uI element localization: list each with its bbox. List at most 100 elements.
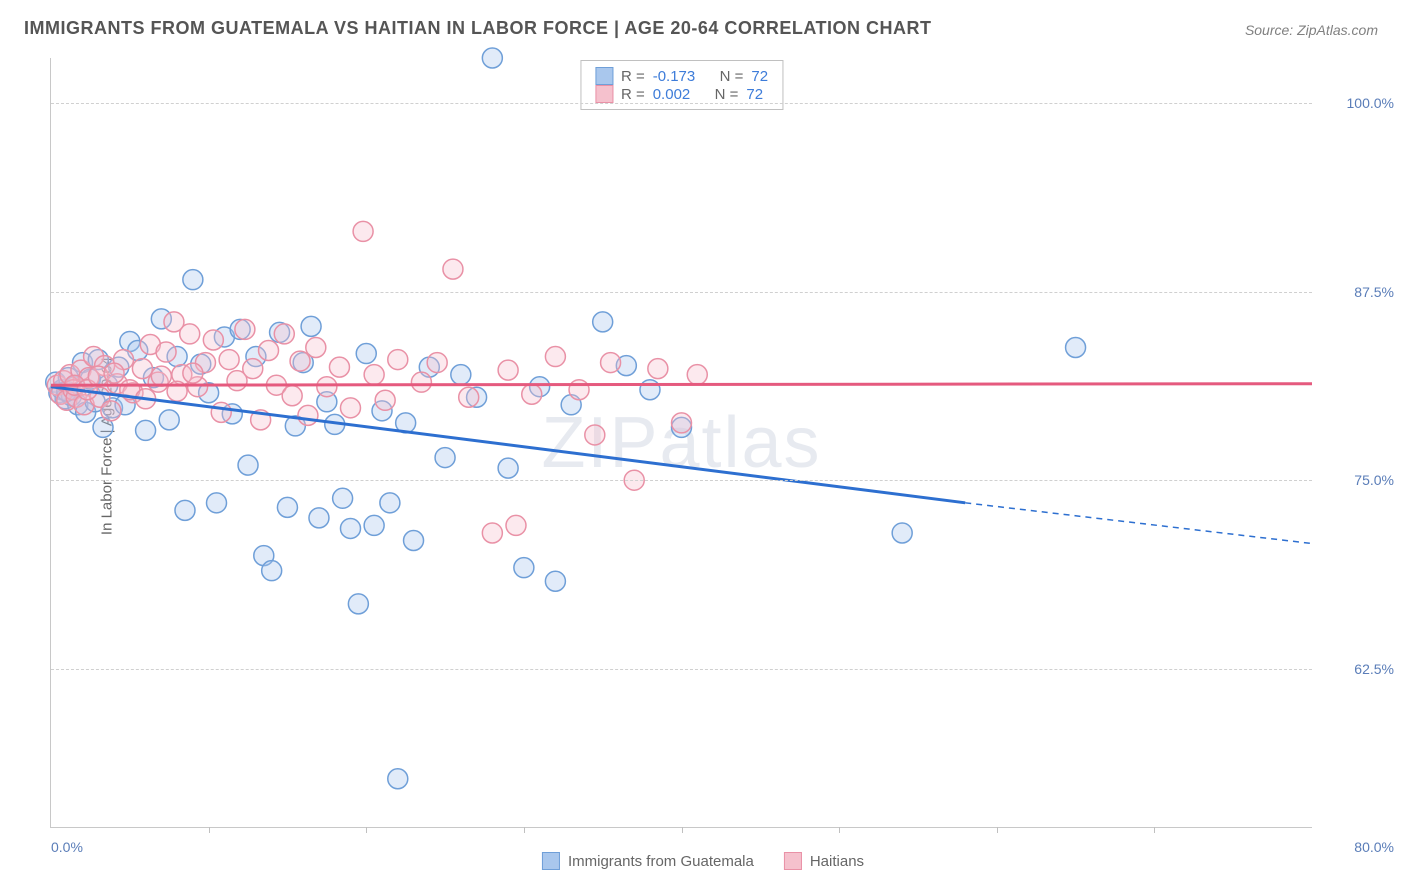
- n-label: N =: [715, 86, 739, 103]
- data-point: [648, 359, 668, 379]
- x-tick: [524, 827, 525, 833]
- data-point: [298, 405, 318, 425]
- chart-title: IMMIGRANTS FROM GUATEMALA VS HAITIAN IN …: [24, 18, 932, 39]
- data-point: [243, 359, 263, 379]
- data-point: [687, 365, 707, 385]
- stats-legend-row: R =0.002 N =72: [595, 85, 768, 103]
- data-point: [259, 341, 279, 361]
- data-point: [235, 319, 255, 339]
- x-tick: [366, 827, 367, 833]
- data-point: [156, 342, 176, 362]
- data-point: [364, 365, 384, 385]
- gridline: [51, 480, 1312, 481]
- data-point: [340, 398, 360, 418]
- trend-line: [51, 387, 965, 503]
- data-point: [317, 377, 337, 397]
- data-point: [585, 425, 605, 445]
- data-point: [427, 353, 447, 373]
- data-point: [522, 384, 542, 404]
- trend-line-extrapolated: [965, 503, 1312, 544]
- n-label: N =: [720, 68, 744, 85]
- data-point: [353, 221, 373, 241]
- data-point: [388, 350, 408, 370]
- legend-swatch: [595, 67, 613, 85]
- n-value: 72: [746, 86, 763, 103]
- chart-plot-area: ZIPatlas R =-0.173 N =72R =0.002 N =72 6…: [50, 58, 1312, 828]
- x-axis-end-label: 80.0%: [1354, 839, 1394, 855]
- legend-item: Immigrants from Guatemala: [542, 852, 754, 870]
- data-point: [104, 363, 124, 383]
- data-point: [482, 48, 502, 68]
- data-point: [183, 270, 203, 290]
- data-point: [404, 531, 424, 551]
- data-point: [348, 594, 368, 614]
- gridline: [51, 103, 1312, 104]
- legend-swatch: [784, 852, 802, 870]
- data-point: [672, 413, 692, 433]
- x-tick: [682, 827, 683, 833]
- gridline: [51, 292, 1312, 293]
- data-point: [569, 380, 589, 400]
- n-value: 72: [751, 68, 768, 85]
- y-tick-label: 100.0%: [1347, 95, 1394, 111]
- data-point: [593, 312, 613, 332]
- data-point: [514, 558, 534, 578]
- data-point: [498, 458, 518, 478]
- data-point: [340, 518, 360, 538]
- r-label: R =: [621, 68, 645, 85]
- y-tick-label: 75.0%: [1354, 472, 1394, 488]
- data-point: [411, 372, 431, 392]
- data-point: [506, 515, 526, 535]
- data-point: [1066, 338, 1086, 358]
- x-tick: [209, 827, 210, 833]
- x-tick: [997, 827, 998, 833]
- data-point: [207, 493, 227, 513]
- legend-item: Haitians: [784, 852, 864, 870]
- data-point: [277, 497, 297, 517]
- data-point: [309, 508, 329, 528]
- data-point: [136, 420, 156, 440]
- data-point: [132, 359, 152, 379]
- gridline: [51, 669, 1312, 670]
- y-tick-label: 87.5%: [1354, 284, 1394, 300]
- data-point: [640, 380, 660, 400]
- legend-swatch: [595, 85, 613, 103]
- data-point: [482, 523, 502, 543]
- data-point: [364, 515, 384, 535]
- data-point: [443, 259, 463, 279]
- data-point: [498, 360, 518, 380]
- data-point: [219, 350, 239, 370]
- data-point: [451, 365, 471, 385]
- data-point: [545, 571, 565, 591]
- data-point: [203, 330, 223, 350]
- data-point: [159, 410, 179, 430]
- data-point: [301, 316, 321, 336]
- data-point: [601, 353, 621, 373]
- r-value: 0.002: [653, 86, 691, 103]
- x-tick: [839, 827, 840, 833]
- scatter-plot-svg: [51, 58, 1312, 827]
- x-axis-start-label: 0.0%: [51, 839, 83, 855]
- legend-label: Immigrants from Guatemala: [568, 853, 754, 870]
- data-point: [175, 500, 195, 520]
- data-point: [380, 493, 400, 513]
- data-point: [238, 455, 258, 475]
- data-point: [545, 347, 565, 367]
- data-point: [274, 324, 294, 344]
- data-point: [435, 448, 455, 468]
- data-point: [306, 338, 326, 358]
- data-point: [211, 402, 231, 422]
- trend-line: [51, 384, 1312, 386]
- y-tick-label: 62.5%: [1354, 661, 1394, 677]
- stats-legend-row: R =-0.173 N =72: [595, 67, 768, 85]
- data-point: [388, 769, 408, 789]
- data-point: [282, 386, 302, 406]
- data-point: [151, 366, 171, 386]
- legend-label: Haitians: [810, 853, 864, 870]
- data-point: [356, 344, 376, 364]
- data-point: [180, 324, 200, 344]
- data-point: [459, 387, 479, 407]
- series-legend: Immigrants from Guatemala Haitians: [542, 852, 864, 870]
- data-point: [329, 357, 349, 377]
- legend-swatch: [542, 852, 560, 870]
